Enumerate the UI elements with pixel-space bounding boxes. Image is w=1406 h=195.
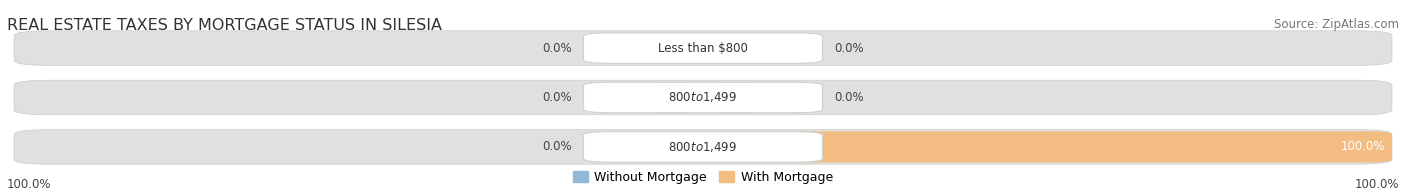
Text: $800 to $1,499: $800 to $1,499	[668, 140, 738, 154]
Text: Less than $800: Less than $800	[658, 42, 748, 55]
FancyBboxPatch shape	[583, 33, 823, 63]
Text: 0.0%: 0.0%	[543, 91, 572, 104]
FancyBboxPatch shape	[14, 130, 1392, 164]
FancyBboxPatch shape	[640, 132, 703, 161]
FancyBboxPatch shape	[14, 31, 1392, 65]
FancyBboxPatch shape	[703, 83, 766, 112]
FancyBboxPatch shape	[583, 82, 823, 113]
FancyBboxPatch shape	[583, 132, 823, 162]
Text: 100.0%: 100.0%	[1340, 140, 1385, 153]
Text: 100.0%: 100.0%	[7, 178, 52, 191]
Text: 0.0%: 0.0%	[543, 42, 572, 55]
FancyBboxPatch shape	[703, 34, 766, 63]
FancyBboxPatch shape	[14, 80, 1392, 115]
Legend: Without Mortgage, With Mortgage: Without Mortgage, With Mortgage	[568, 166, 838, 189]
FancyBboxPatch shape	[640, 83, 703, 112]
Text: 100.0%: 100.0%	[1354, 178, 1399, 191]
FancyBboxPatch shape	[703, 132, 766, 161]
Text: 0.0%: 0.0%	[834, 42, 863, 55]
Text: 0.0%: 0.0%	[543, 140, 572, 153]
FancyBboxPatch shape	[703, 131, 1392, 162]
Text: $800 to $1,499: $800 to $1,499	[668, 90, 738, 105]
FancyBboxPatch shape	[640, 34, 703, 63]
Text: 0.0%: 0.0%	[834, 91, 863, 104]
Text: Source: ZipAtlas.com: Source: ZipAtlas.com	[1274, 18, 1399, 31]
Text: REAL ESTATE TAXES BY MORTGAGE STATUS IN SILESIA: REAL ESTATE TAXES BY MORTGAGE STATUS IN …	[7, 18, 441, 33]
